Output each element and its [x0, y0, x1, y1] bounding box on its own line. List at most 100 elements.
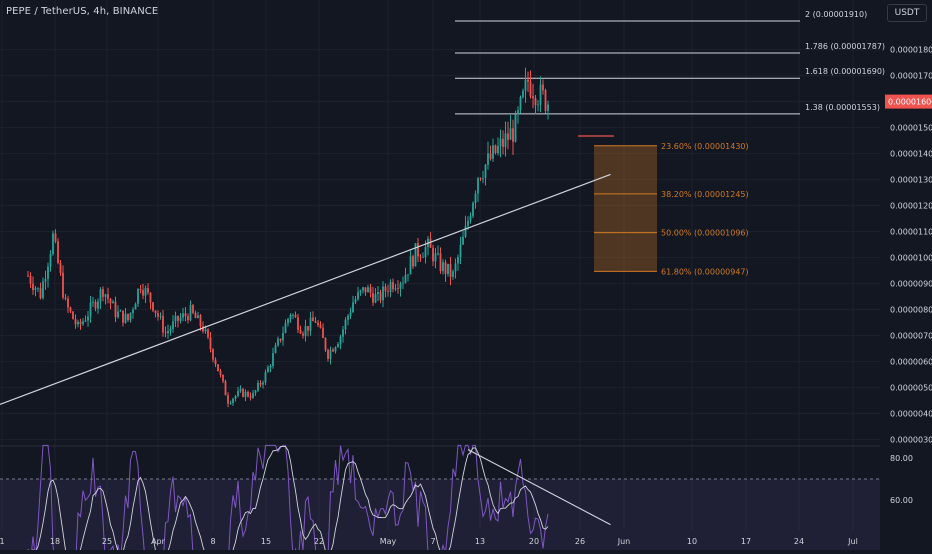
candle-body: [82, 321, 84, 325]
candle-body: [392, 282, 394, 290]
candle-body: [417, 243, 419, 257]
candle-body: [332, 349, 334, 352]
time-tick-label: 25: [102, 537, 112, 546]
time-tick-label: 8: [210, 537, 215, 546]
candle-body: [42, 281, 44, 299]
candle-body: [412, 256, 414, 267]
candle-body: [279, 338, 282, 341]
candle-body: [169, 328, 172, 331]
currency-badge[interactable]: USDT: [887, 4, 927, 22]
candle-body: [314, 321, 317, 323]
candle-body: [532, 96, 534, 99]
candle-body: [544, 90, 547, 111]
candle-body: [172, 321, 174, 329]
candle-body: [139, 288, 142, 291]
fib-retracement-label: 38.20% (0.00001245): [661, 190, 749, 199]
time-tick-label: 26: [575, 537, 585, 546]
candle-body: [122, 310, 124, 323]
candle-body: [134, 303, 137, 310]
candle-body: [234, 395, 237, 399]
rsi-tick-label: 60.00: [890, 496, 913, 505]
candle-body: [47, 266, 49, 279]
candle-body: [174, 315, 177, 322]
candle-body: [79, 321, 82, 325]
candle-body: [119, 310, 122, 312]
time-tick-label: Jul: [847, 537, 858, 546]
time-tick-label: Apr: [151, 537, 166, 546]
candle-body: [419, 256, 422, 258]
candle-body: [129, 312, 132, 321]
candle-body: [117, 311, 119, 318]
candle-body: [379, 292, 382, 301]
candle-body: [489, 153, 492, 159]
trendline: [0, 173, 611, 406]
candle-body: [294, 314, 297, 318]
candle-body: [182, 313, 184, 318]
candle-body: [327, 350, 329, 359]
candle-body: [149, 292, 152, 303]
rsi-pane: [0, 444, 880, 554]
candle-body: [54, 233, 57, 242]
candle-body: [322, 327, 324, 339]
fib-extension-levels: 2 (0.00001910) 1.786 (0.00001787) 1.618 (0…: [455, 10, 885, 115]
candle-body: [242, 388, 244, 397]
candle-body: [127, 313, 129, 321]
candle-body: [99, 289, 102, 302]
candle-body: [362, 287, 364, 291]
candle-body: [164, 332, 167, 334]
candle-body: [514, 114, 517, 142]
price-tick-label: 0.00000300: [890, 436, 932, 445]
candle-body: [97, 301, 99, 309]
candle-body: [537, 104, 539, 106]
candle-body: [112, 301, 114, 304]
candle-body: [109, 298, 112, 304]
rsi-divergence-line: [467, 449, 611, 526]
candle-body: [74, 319, 77, 325]
time-tick-label: 24: [794, 537, 804, 546]
time-tick-label: May: [380, 537, 397, 546]
candle-body: [467, 220, 469, 226]
candle-body: [512, 128, 514, 142]
fib-extension-label: 2 (0.00001910): [805, 10, 867, 19]
candle-body: [459, 244, 462, 258]
candle-body: [539, 84, 542, 105]
candle-body: [469, 216, 472, 221]
candle-body: [524, 79, 527, 91]
candle-body: [207, 329, 209, 338]
candle-body: [132, 309, 134, 313]
candle-body: [359, 290, 362, 293]
candle-body: [264, 372, 267, 383]
candle-body: [382, 286, 384, 301]
candle-body: [287, 318, 289, 324]
candle-body: [344, 319, 347, 330]
candle-body: [239, 388, 242, 392]
candle-body: [424, 247, 427, 257]
last-price-tag: [885, 94, 932, 109]
candle-body: [352, 302, 354, 313]
rsi-tick-label: 80.00: [890, 454, 913, 463]
candle-body: [44, 278, 47, 282]
candle-body: [507, 133, 509, 140]
candle-body: [442, 262, 444, 272]
candle-body: [329, 349, 332, 359]
candle-body: [509, 128, 512, 140]
candle-body: [87, 316, 89, 321]
candle-body: [137, 288, 139, 304]
candle-body: [204, 329, 207, 332]
candle-body: [224, 381, 227, 396]
candle-body: [189, 305, 192, 321]
candle-body: [317, 322, 319, 326]
candle-body: [374, 294, 377, 303]
candle-body: [407, 274, 409, 276]
candle-body: [479, 178, 482, 180]
candle-body: [194, 312, 197, 319]
candle-body: [482, 178, 484, 180]
candle-body: [297, 317, 299, 330]
candle-body: [94, 301, 97, 309]
candle-body: [184, 313, 187, 317]
candle-body: [59, 263, 62, 273]
